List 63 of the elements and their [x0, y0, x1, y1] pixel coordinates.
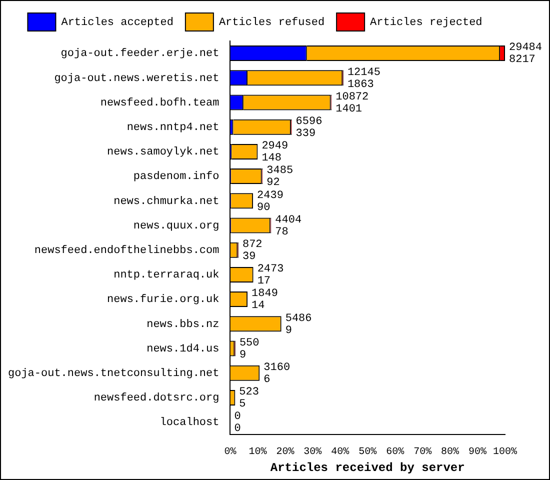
annotation: 2439 — [257, 190, 284, 202]
x-tick-label: 40% — [331, 447, 350, 458]
annotation: 550 — [239, 337, 260, 350]
x-tick-label: 10% — [248, 447, 267, 458]
annotation: 14 — [252, 300, 266, 312]
x-tick-label: 30% — [304, 447, 322, 458]
annotation: 872 — [242, 239, 262, 252]
annotation: 1849 — [252, 288, 278, 300]
annotation: 90 — [257, 202, 270, 214]
annotation: 148 — [262, 152, 282, 165]
y-tick-label: news.quux.org — [133, 220, 220, 232]
legend-label: Articles refused — [218, 16, 325, 29]
y-tick-label: nntp.terraraq.uk — [114, 270, 220, 282]
annotation: 0 — [234, 411, 241, 424]
annotation: 17 — [257, 276, 271, 288]
y-tick-label: localhost — [160, 417, 220, 430]
x-axis-title: Articles received by server — [270, 460, 465, 475]
annotation: 12145 — [347, 66, 380, 79]
annotation: 1863 — [347, 78, 374, 91]
annotation: 5 — [239, 398, 246, 411]
annotation: 29484 — [509, 42, 542, 54]
x-tick-label: 60% — [386, 447, 404, 458]
y-tick-label: news.furie.org.uk — [107, 294, 220, 306]
x-tick-label: 20% — [276, 447, 294, 458]
y-tick-label: newsfeed.endofthelinebbs.com — [34, 245, 220, 258]
y-tick-label: news.samoylyk.net — [107, 146, 220, 159]
x-tick-label: 90% — [468, 447, 487, 458]
annotation: 5486 — [285, 312, 312, 325]
annotation: 339 — [296, 128, 316, 140]
annotation: 3485 — [266, 165, 294, 178]
y-tick-label: newsfeed.bofh.team — [100, 97, 220, 110]
annotation: 6 — [264, 374, 270, 386]
annotation: 2473 — [257, 264, 284, 276]
y-tick-label: news.1d4.us — [146, 343, 220, 356]
y-tick-label: news.chmurka.net — [114, 196, 220, 208]
annotation: 0 — [234, 423, 241, 436]
annotation: 9 — [285, 324, 292, 337]
y-tick-label: goja-out.news.tnetconsulting.net — [8, 368, 220, 380]
annotation: 10872 — [336, 91, 369, 104]
legend-label: Articles rejected — [370, 16, 482, 29]
x-tick-label: 80% — [441, 447, 460, 458]
y-tick-label: pasdenom.info — [133, 171, 220, 184]
annotation: 4404 — [275, 214, 302, 226]
y-tick-label: goja-out.feeder.erje.net — [60, 48, 220, 60]
legend-label: Articles accepted — [61, 16, 174, 29]
y-tick-label: news.nntp4.net — [126, 122, 220, 134]
annotation: 8217 — [509, 54, 536, 66]
annotation: 6596 — [296, 116, 322, 128]
x-tick-label: 0% — [224, 447, 236, 458]
annotation: 92 — [266, 177, 280, 190]
annotation: 1401 — [336, 103, 362, 116]
y-tick-label: newsfeed.dotsrc.org — [94, 392, 220, 405]
x-tick-label: 70% — [414, 447, 432, 458]
annotation: 523 — [239, 386, 259, 399]
annotation: 39 — [242, 251, 256, 264]
y-tick-label: news.bbs.nz — [146, 318, 220, 331]
annotation: 78 — [275, 226, 288, 238]
x-tick-label: 100% — [492, 447, 518, 458]
annotation: 9 — [239, 349, 246, 362]
annotation: 3160 — [264, 362, 290, 374]
y-tick-label: goja-out.news.weretis.net — [54, 72, 220, 85]
x-tick-label: 50% — [358, 447, 377, 458]
annotation: 2949 — [262, 140, 288, 153]
